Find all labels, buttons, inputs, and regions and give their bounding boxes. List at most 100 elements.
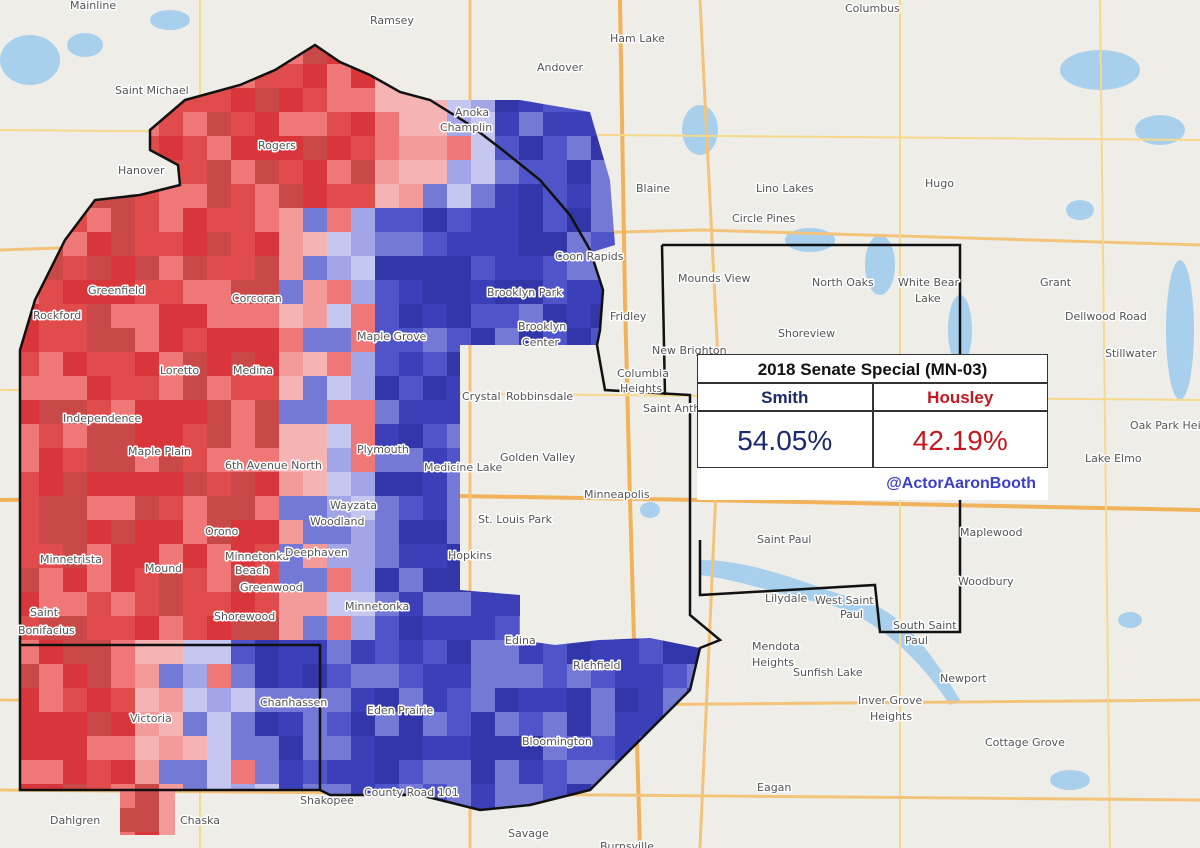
- precinct: [255, 496, 280, 521]
- place-label: Greenfield: [88, 284, 145, 297]
- precinct: [375, 328, 400, 353]
- precinct: [231, 400, 256, 425]
- precinct: [87, 400, 112, 425]
- place-label: Paul: [905, 634, 928, 647]
- precinct: [423, 568, 448, 593]
- precinct: [279, 472, 304, 497]
- precinct: [39, 592, 64, 617]
- precinct: [519, 640, 544, 665]
- precinct: [87, 712, 112, 737]
- precinct: [183, 256, 208, 281]
- precinct: [495, 232, 520, 257]
- place-label: Maple Grove: [357, 330, 427, 343]
- precinct: [495, 616, 520, 641]
- precinct: [447, 232, 472, 257]
- precinct: [279, 304, 304, 329]
- precinct: [303, 424, 328, 449]
- precinct: [231, 568, 256, 593]
- place-label: Richfield: [573, 659, 620, 672]
- precinct: [159, 376, 184, 401]
- precinct: [399, 376, 424, 401]
- precinct: [303, 304, 328, 329]
- precinct: [423, 376, 448, 401]
- precinct: [327, 568, 352, 593]
- place-label: Minnetrista: [40, 553, 102, 566]
- place-label: Lino Lakes: [756, 182, 814, 195]
- precinct: [20, 424, 40, 449]
- place-label: Wayzata: [330, 499, 377, 512]
- precinct: [135, 712, 160, 737]
- precinct: [63, 544, 88, 569]
- precinct: [303, 160, 328, 185]
- precinct: [231, 592, 256, 617]
- precinct: [159, 592, 184, 617]
- place-label: Fridley: [610, 310, 647, 323]
- precinct: [255, 112, 280, 137]
- precinct: [183, 328, 208, 353]
- precinct: [351, 640, 376, 665]
- place-label: Heights: [870, 710, 912, 723]
- precinct: [207, 520, 232, 545]
- precinct: [303, 520, 328, 545]
- place-label: Mound: [145, 562, 182, 575]
- precinct: [135, 232, 160, 257]
- precinct: [207, 616, 232, 641]
- precinct: [20, 664, 40, 689]
- precinct: [567, 304, 592, 329]
- precinct: [111, 256, 136, 281]
- precinct: [375, 568, 400, 593]
- precinct: [255, 664, 280, 689]
- precinct: [183, 112, 208, 137]
- place-label: Shorewood: [214, 610, 275, 623]
- precinct: [159, 208, 184, 233]
- precinct: [231, 376, 256, 401]
- precinct: [447, 208, 472, 233]
- precinct: [111, 232, 136, 257]
- precinct: [183, 184, 208, 209]
- place-label: Saint: [30, 606, 59, 619]
- place-label: Circle Pines: [732, 212, 796, 225]
- attribution: @ActorAaronBooth: [886, 475, 1036, 492]
- precinct: [351, 232, 376, 257]
- place-label: West Saint: [815, 594, 874, 607]
- precinct: [183, 352, 208, 377]
- precinct: [183, 592, 208, 617]
- precinct: [591, 712, 616, 737]
- precinct: [567, 280, 592, 305]
- precinct: [423, 136, 448, 161]
- precinct: [399, 112, 424, 137]
- precinct: [327, 352, 352, 377]
- precinct: [159, 280, 184, 305]
- precinct: [375, 280, 400, 305]
- precinct: [87, 688, 112, 713]
- precinct: [279, 328, 304, 353]
- precinct: [183, 448, 208, 473]
- precinct: [495, 760, 520, 785]
- precinct: [327, 256, 352, 281]
- precinct: [63, 472, 88, 497]
- precinct: [135, 568, 160, 593]
- precinct: [423, 328, 448, 353]
- precinct: [63, 760, 88, 785]
- place-label: Maple Plain: [128, 445, 191, 458]
- precinct: [207, 304, 232, 329]
- precinct: [327, 184, 352, 209]
- precinct: [399, 472, 424, 497]
- precinct: [111, 304, 136, 329]
- precinct: [159, 256, 184, 281]
- precinct: [39, 688, 64, 713]
- precinct: [447, 280, 472, 305]
- precinct: [159, 328, 184, 353]
- precinct: [20, 616, 40, 641]
- precinct: [351, 448, 376, 473]
- precinct: [327, 688, 352, 713]
- header-row: Smith Housley: [697, 383, 1048, 411]
- place-label: Rockford: [33, 309, 81, 322]
- vote-share: 42.19%: [872, 411, 1048, 468]
- precinct: [327, 328, 352, 353]
- precinct: [63, 688, 88, 713]
- precinct: [231, 688, 256, 713]
- precinct: [63, 304, 88, 329]
- precinct: [159, 352, 184, 377]
- precinct: [255, 448, 280, 473]
